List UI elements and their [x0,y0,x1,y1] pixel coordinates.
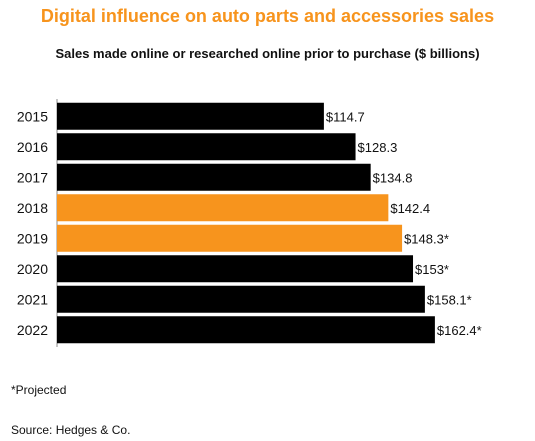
data-label-2021: $158.1* [427,292,472,307]
bar-2015 [57,102,324,130]
category-label-2022: 2022 [17,322,48,338]
bar-2020 [57,255,414,283]
category-label-2018: 2018 [17,200,48,216]
data-label-2019: $148.3* [404,231,449,246]
data-label-2022: $162.4* [437,323,482,338]
data-label-2020: $153* [415,262,449,277]
bar-2016 [57,133,356,161]
data-label-2017: $134.8 [373,170,413,185]
category-label-2017: 2017 [17,169,48,185]
bar-2022 [57,316,435,344]
bar-2021 [57,285,425,313]
bar-2017 [57,163,371,191]
category-label-2019: 2019 [17,230,48,246]
data-label-2015: $114.7 [326,109,365,124]
category-label-2016: 2016 [17,139,48,155]
chart-title: Digital influence on auto parts and acce… [40,6,495,26]
bar-2018 [57,194,389,222]
category-label-2020: 2020 [17,261,48,277]
source-note: Source: Hedges & Co. [11,423,131,437]
bar-2019 [57,224,403,252]
bar-chart: 2015 $114.7 2016 $128.3 2017 $134.8 2018 $142.4… [17,99,482,347]
chart-subtitle: Sales made online or researched online p… [55,46,480,61]
category-label-2021: 2021 [17,291,48,307]
category-label-2015: 2015 [17,108,48,124]
data-label-2018: $142.4 [390,201,430,216]
data-label-2016: $128.3 [358,140,398,155]
footnote: *Projected [11,383,67,397]
